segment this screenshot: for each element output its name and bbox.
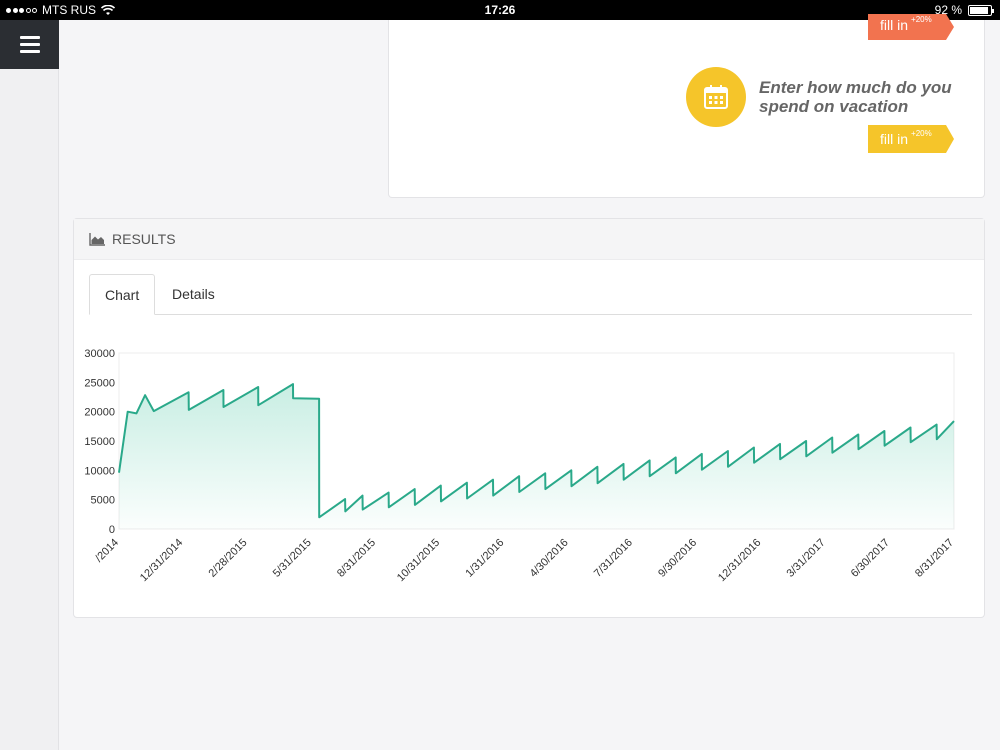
x-tick-label: 12/31/2016	[716, 537, 763, 584]
vacation-prompt: Enter how much do you spend on vacation	[759, 78, 952, 116]
prompt-line-2: spend on vacation	[759, 97, 909, 116]
vacation-icon-circle	[686, 67, 746, 127]
y-tick-label: 5000	[91, 495, 115, 507]
x-tick-label: 2/28/2015	[206, 537, 249, 580]
input-card: fill in +20% Enter how much do you spend …	[388, 14, 985, 198]
carrier-group: MTS RUS	[6, 3, 115, 17]
x-tick-label: 1/31/2016	[463, 537, 506, 580]
x-tick-label: 5/31/2015	[271, 537, 314, 580]
x-tick-label: 12/31/2014	[138, 537, 185, 584]
y-tick-label: 15000	[84, 436, 115, 448]
area-chart-icon	[89, 232, 105, 246]
x-tick-label: 7/31/2016	[592, 537, 635, 580]
sidebar	[0, 20, 59, 750]
battery-percent: 92 %	[934, 3, 962, 17]
tab-chart[interactable]: Chart	[89, 274, 156, 315]
tab-details[interactable]: Details	[172, 286, 215, 302]
results-tabs: Chart Details	[89, 274, 972, 315]
x-tick-label: 8/31/2017	[913, 537, 956, 580]
series-area	[119, 384, 954, 529]
battery-group: 92 %	[934, 3, 994, 17]
x-tick-label: 6/30/2017	[849, 537, 892, 580]
y-tick-label: 20000	[84, 407, 115, 419]
x-tick-label: 9/30/2016	[656, 537, 699, 580]
balance-chart: 0 5000 10000 15000 20000 25000 30000/2014 12/31…	[84, 348, 956, 584]
wifi-icon	[101, 4, 115, 15]
x-tick-label: /2014	[93, 537, 121, 565]
bonus-badge: +20%	[911, 129, 932, 139]
status-bar: MTS RUS 17:26 92 %	[0, 0, 1000, 20]
fill-in-label: fill in	[880, 17, 909, 33]
status-time: 17:26	[484, 3, 516, 17]
y-tick-label: 0	[109, 524, 115, 536]
y-tick-label: 10000	[84, 465, 115, 477]
signal-strength-icon	[6, 7, 37, 13]
calendar-icon	[704, 85, 728, 109]
hamburger-menu-button[interactable]	[0, 20, 59, 69]
results-title: RESULTS	[112, 231, 176, 247]
hamburger-icon	[19, 36, 40, 39]
y-tick-label: 25000	[84, 377, 115, 389]
carrier-label: MTS RUS	[42, 3, 96, 17]
x-tick-label: 3/31/2017	[785, 537, 828, 580]
fill-in-label: fill in	[880, 131, 909, 147]
fill-in-button-red[interactable]: fill in +20%	[868, 14, 954, 40]
fill-in-button-vacation[interactable]: fill in +20%	[868, 125, 954, 153]
series-line	[118, 383, 955, 519]
y-tick-label: 30000	[84, 348, 115, 360]
results-panel: RESULTS Chart Details 0 5000 10000 15000 200…	[73, 218, 985, 618]
x-tick-label: 4/30/2016	[528, 537, 571, 580]
battery-icon	[968, 4, 994, 16]
x-tick-label: 8/31/2015	[335, 537, 378, 580]
x-tick-label: 10/31/2015	[395, 537, 442, 584]
bonus-badge: +20%	[911, 15, 932, 25]
results-header: RESULTS	[74, 219, 984, 260]
prompt-line-1: Enter how much do you	[759, 78, 952, 97]
